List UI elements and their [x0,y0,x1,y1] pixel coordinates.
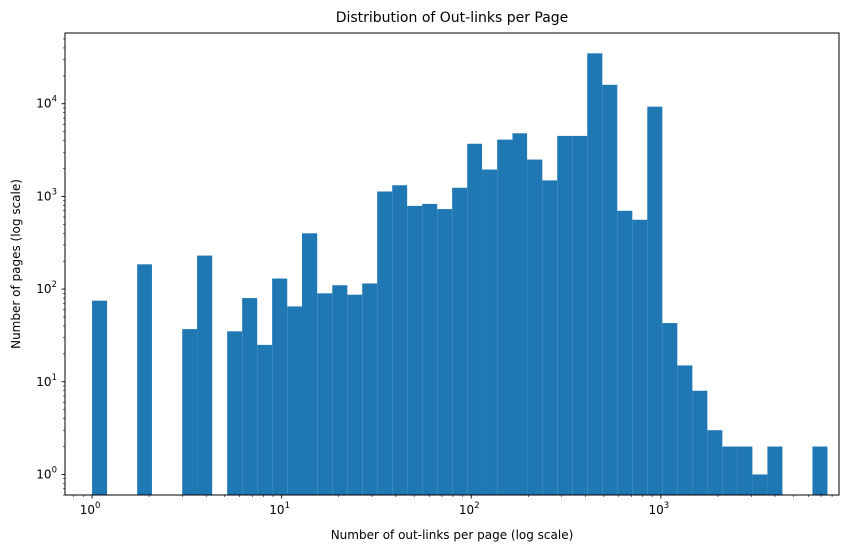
histogram-bar [242,298,258,495]
histogram-bar [377,191,393,495]
histogram-bar [512,133,528,496]
histogram-bar [407,205,423,495]
histogram-bar [767,446,783,495]
histogram-bar [557,135,573,495]
chart-title: Distribution of Out-links per Page [336,10,569,26]
histogram-bar [227,331,243,495]
histogram-bar [602,84,618,495]
y-tick-label: 101 [36,373,57,389]
histogram-bar [527,159,543,496]
y-axis-label: Number of pages (log scale) [9,179,23,349]
x-tick-label: 100 [80,501,101,517]
x-tick-label: 103 [649,501,670,517]
x-tick-label: 102 [459,501,480,517]
histogram-bar [197,255,213,495]
histogram-bar [182,329,198,495]
histogram-bar [587,53,603,495]
histogram-bar [392,185,408,495]
histogram-bar [257,344,273,495]
y-tick-label: 104 [36,95,57,111]
histogram-bar [752,474,768,495]
histogram-bar [347,294,363,495]
histogram-bar [272,278,288,495]
histogram-bar [692,390,708,495]
x-axis: 100 101 102 103 [73,495,833,517]
histogram-bar [617,210,633,495]
histogram-bar [647,106,663,496]
y-tick-label: 100 [36,465,57,481]
histogram-bar [422,203,438,496]
histogram-bar [437,209,453,495]
histogram-bar [92,300,108,495]
histogram-bar [482,169,498,496]
histogram-bar [542,180,558,495]
histogram-bar [452,187,468,495]
histogram-bar [632,219,648,495]
x-axis-label: Number of out-links per page (log scale) [331,528,574,542]
y-tick-label: 103 [36,187,57,203]
histogram-bar [287,306,302,495]
histogram-bar [497,139,513,495]
y-tick-label: 102 [36,280,57,296]
histogram-bar [812,446,828,495]
histogram-bar [572,135,588,495]
histogram-bar [737,446,753,495]
histogram-bar [677,365,693,495]
histogram-bar [301,233,318,496]
histogram-bar [332,285,348,495]
histogram-bar [467,143,483,495]
histogram-bar [707,430,723,495]
x-tick-label: 101 [269,501,290,517]
histogram-bar [137,264,152,495]
y-axis: 100 101 102 103 104 [36,38,65,496]
histogram-bar [317,293,333,495]
histogram-bar [362,283,378,495]
histogram-bar [722,446,738,495]
histogram-bar [662,323,678,495]
bars-group [92,53,828,496]
plot-frame [64,32,840,496]
